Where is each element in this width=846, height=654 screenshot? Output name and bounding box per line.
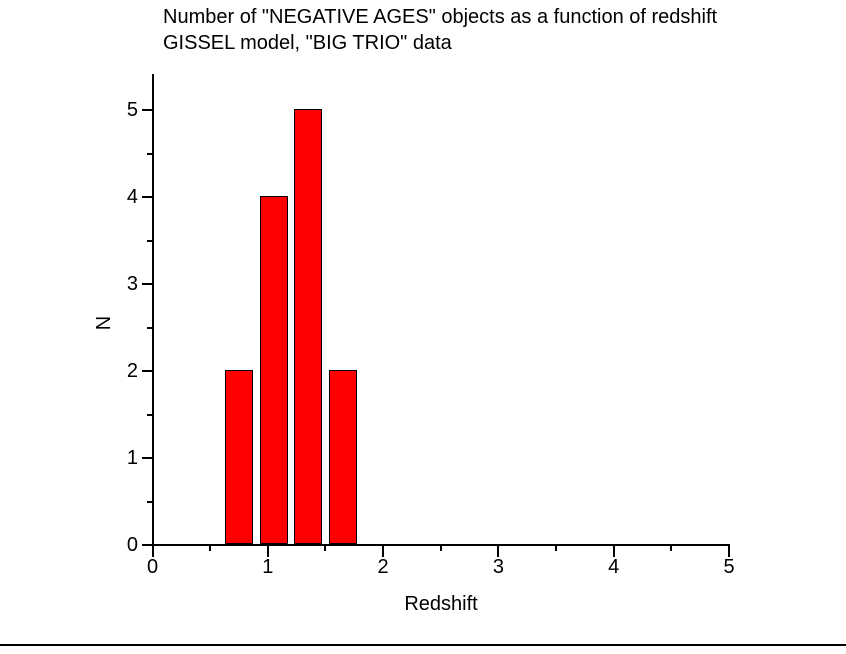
x-major-tick	[612, 546, 615, 557]
x-tick-label: 2	[377, 556, 389, 578]
x-axis-line	[152, 544, 730, 546]
chart-title: Number of "NEGATIVE AGES" objects as a f…	[163, 4, 717, 56]
y-minor-tick	[147, 413, 152, 416]
y-tick-label: 5	[126, 99, 138, 121]
x-minor-tick	[209, 546, 212, 551]
histogram-bar	[294, 109, 322, 544]
chart-title-line1: Number of "NEGATIVE AGES" objects as a f…	[163, 6, 718, 28]
x-axis-title: Redshift	[404, 593, 478, 615]
y-minor-tick	[147, 326, 152, 329]
x-tick-label: 4	[608, 556, 620, 578]
y-tick-label: 0	[126, 534, 138, 556]
x-tick-label: 5	[723, 556, 735, 578]
y-tick-label: 3	[126, 273, 138, 295]
x-tick-label: 1	[262, 556, 274, 578]
x-tick-label: 0	[146, 556, 159, 578]
x-minor-tick	[555, 546, 558, 551]
y-tick-label: 2	[126, 360, 138, 382]
x-major-tick	[728, 546, 730, 557]
y-minor-tick	[147, 239, 152, 242]
y-minor-tick	[147, 500, 152, 503]
x-major-tick	[382, 546, 385, 557]
y-axis-title: N	[93, 315, 115, 331]
y-axis-line	[152, 74, 154, 546]
y-major-tick	[142, 370, 152, 372]
x-tick-label: 3	[492, 556, 504, 578]
y-major-tick	[142, 196, 152, 198]
y-tick-label: 1	[126, 447, 138, 469]
y-tick-label: 4	[126, 186, 138, 208]
x-major-tick	[151, 546, 154, 557]
x-minor-tick	[670, 546, 673, 551]
y-major-tick	[142, 109, 152, 111]
x-minor-tick	[324, 546, 327, 551]
y-major-tick	[142, 457, 152, 459]
histogram-bar	[260, 196, 288, 544]
y-major-tick	[142, 283, 152, 285]
x-major-tick	[266, 546, 269, 557]
y-major-tick	[142, 544, 152, 546]
x-major-tick	[497, 546, 500, 557]
chart-title-line2: GISSEL model, "BIG TRIO" data	[163, 32, 452, 54]
bottom-divider	[0, 644, 846, 646]
x-minor-tick	[439, 546, 442, 551]
y-minor-tick	[147, 152, 152, 155]
histogram-bar	[329, 370, 357, 544]
histogram-bar	[225, 370, 253, 544]
